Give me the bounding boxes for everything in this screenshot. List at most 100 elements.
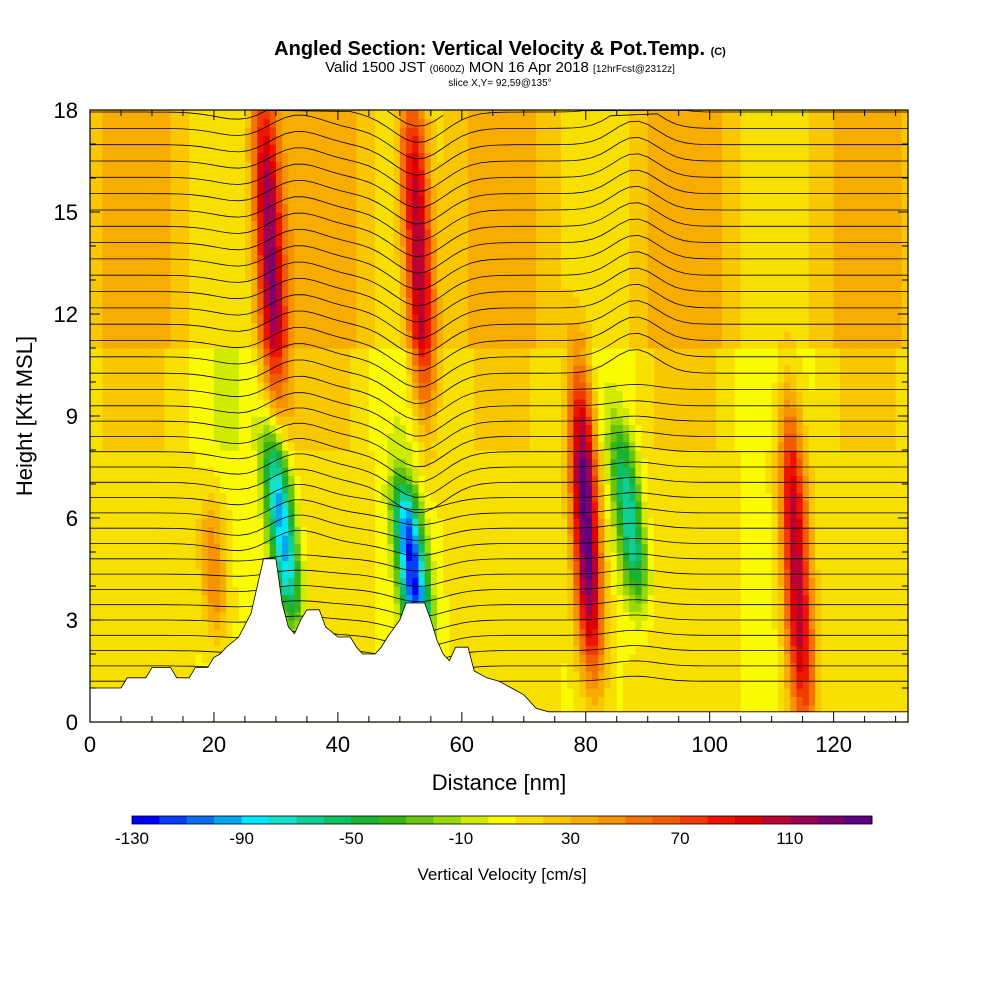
field-cell <box>244 220 252 230</box>
field-cell <box>257 560 265 570</box>
field-cell <box>282 152 289 162</box>
field-cell <box>517 518 525 528</box>
field-cell <box>356 263 364 273</box>
field-cell <box>145 577 153 587</box>
field-cell <box>275 467 283 477</box>
field-cell <box>313 390 320 400</box>
field-cell <box>505 594 512 604</box>
field-cell <box>443 297 451 307</box>
field-cell <box>164 484 172 494</box>
field-cell <box>207 390 215 400</box>
field-cell <box>468 135 475 145</box>
field-cell <box>368 254 376 264</box>
field-cell <box>244 543 252 553</box>
field-cell <box>275 118 283 128</box>
field-cell <box>362 195 370 205</box>
field-cell <box>474 433 482 443</box>
field-cell <box>220 450 227 460</box>
field-cell <box>282 424 289 434</box>
field-cell <box>288 246 296 256</box>
field-cell <box>244 118 252 128</box>
field-cell <box>486 263 494 273</box>
field-cell <box>492 144 500 154</box>
field-cell <box>164 152 172 162</box>
field-cell <box>288 271 296 281</box>
field-cell <box>207 518 215 528</box>
field-cell <box>375 535 382 545</box>
field-cell <box>505 433 512 443</box>
field-cell <box>406 263 413 273</box>
field-cell <box>375 322 382 332</box>
field-cell <box>282 263 289 273</box>
field-cell <box>313 526 320 536</box>
field-cell <box>220 416 227 426</box>
field-cell <box>257 229 265 239</box>
field-cell <box>381 603 389 613</box>
field-cell <box>145 365 153 375</box>
field-cell <box>362 560 370 570</box>
field-cell <box>461 135 469 145</box>
field-cell <box>437 628 444 638</box>
field-cell <box>201 229 209 239</box>
field-cell <box>424 254 432 264</box>
field-cell <box>468 195 475 205</box>
field-cell <box>300 186 308 196</box>
field-cell <box>393 212 401 222</box>
field-cell <box>176 118 184 128</box>
field-cell <box>102 144 110 154</box>
field-cell <box>232 577 240 587</box>
field-cell <box>151 560 159 570</box>
field-cell <box>517 560 525 570</box>
field-cell <box>424 144 432 154</box>
field-cell <box>257 195 265 205</box>
field-cell <box>238 620 246 630</box>
field-cell <box>133 118 141 128</box>
field-cell <box>226 288 234 298</box>
field-cell <box>375 586 382 596</box>
field-cell <box>108 288 116 298</box>
field-cell <box>406 203 413 213</box>
field-cell <box>257 297 265 307</box>
field-cell <box>492 322 500 332</box>
field-cell <box>350 637 358 647</box>
field-cell <box>430 212 438 222</box>
field-cell <box>350 144 358 154</box>
field-cell <box>455 254 463 264</box>
field-cell <box>251 543 258 553</box>
field-cell <box>145 586 153 596</box>
field-cell <box>499 348 506 358</box>
field-cell <box>368 577 376 587</box>
field-cell <box>226 127 234 137</box>
field-cell <box>275 331 283 341</box>
field-cell <box>189 186 196 196</box>
field-cell <box>145 560 153 570</box>
field-cell <box>102 441 110 451</box>
field-cell <box>220 331 227 341</box>
field-cell <box>486 297 494 307</box>
field-cell <box>226 577 234 587</box>
field-cell <box>238 518 246 528</box>
field-cell <box>294 458 302 468</box>
field-cell <box>412 518 420 528</box>
field-cell <box>145 662 153 672</box>
field-cell <box>133 322 141 332</box>
field-cell <box>381 195 389 205</box>
field-cell <box>443 348 451 358</box>
field-cell <box>461 365 469 375</box>
field-cell <box>443 127 451 137</box>
field-cell <box>424 322 432 332</box>
field-cell <box>288 365 296 375</box>
field-cell <box>437 135 444 145</box>
field-cell <box>127 118 134 128</box>
field-cell <box>251 263 258 273</box>
field-cell <box>430 577 438 587</box>
field-cell <box>511 399 519 409</box>
field-cell <box>102 407 110 417</box>
field-cell <box>232 135 240 145</box>
field-cell <box>257 518 265 528</box>
field-cell <box>220 433 227 443</box>
field-cell <box>170 152 178 162</box>
field-cell <box>257 152 265 162</box>
field-cell <box>492 492 500 502</box>
field-cell <box>127 501 134 511</box>
